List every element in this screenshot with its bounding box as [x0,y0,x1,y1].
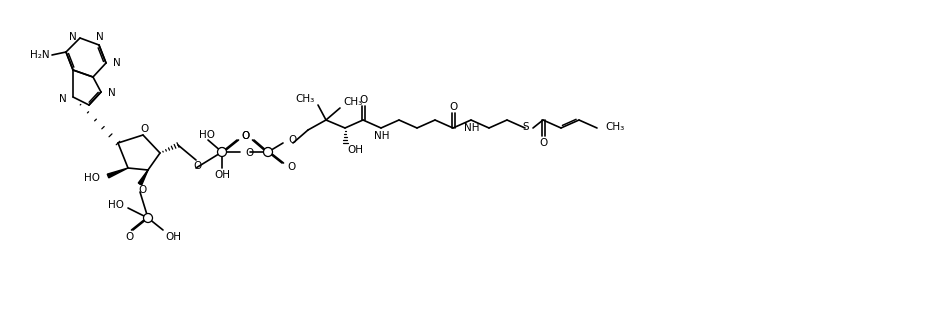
Text: O: O [242,131,250,141]
Text: P: P [265,147,272,157]
Circle shape [218,147,227,156]
Polygon shape [107,168,128,178]
Text: O: O [245,148,253,158]
Text: N: N [69,32,77,42]
Text: O: O [287,162,295,172]
Text: HO: HO [108,200,124,210]
Text: N: N [113,58,121,68]
Text: O: O [288,135,297,145]
Text: P: P [145,213,152,223]
Text: P: P [219,147,225,157]
Text: HO: HO [84,173,100,183]
Text: H₂N: H₂N [31,50,50,60]
Text: OH: OH [214,170,230,180]
Text: O: O [359,95,367,105]
Text: CH₃: CH₃ [605,122,624,132]
Text: N: N [96,32,104,42]
Text: NH: NH [464,123,480,133]
Text: NH: NH [374,131,390,141]
Circle shape [263,147,272,156]
Text: O: O [125,232,133,242]
Text: O: O [193,161,201,171]
Text: N: N [60,94,67,104]
Text: O: O [140,124,148,134]
Text: O: O [538,138,547,148]
Polygon shape [139,170,148,185]
Text: CH₃: CH₃ [343,97,363,107]
Text: O: O [138,185,146,195]
Text: OH: OH [347,145,363,155]
Text: CH₃: CH₃ [296,94,315,104]
Text: O: O [449,102,458,112]
Text: HO: HO [199,130,215,140]
Text: OH: OH [165,232,181,242]
Text: O: O [241,131,249,141]
Text: N: N [108,88,115,98]
Circle shape [143,213,153,222]
Text: S: S [523,122,529,132]
